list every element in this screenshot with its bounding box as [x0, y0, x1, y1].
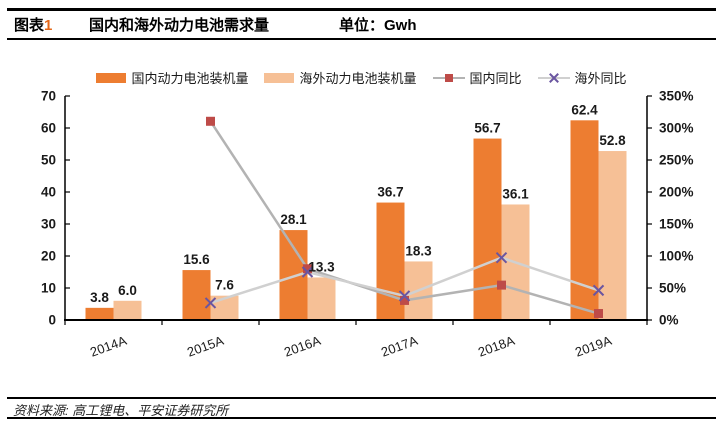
- bar-overseas-2014A: [113, 300, 142, 320]
- y-left-tick-label: 60: [41, 121, 56, 136]
- footer-bottom-rule: [7, 417, 716, 419]
- bar-value-label-domestic-2015A: 15.6: [183, 252, 210, 267]
- legend-swatch-overseas-bar-icon: [264, 72, 295, 83]
- bar-value-label-overseas-2017A: 18.3: [405, 243, 432, 258]
- y-right-tick-label: 100%: [659, 249, 694, 264]
- source-note: 资料来源: 高工锂电、平安证券研究所: [13, 403, 229, 418]
- bar-domestic-2016A: [279, 230, 308, 320]
- bar-domestic-2015A: [182, 270, 211, 320]
- bar-value-label-domestic-2017A: 36.7: [377, 185, 403, 200]
- y-right-tick-label: 350%: [659, 89, 694, 104]
- marker-square-domestic-2018A: [497, 280, 506, 290]
- chart-legend: 国内动力电池装机量 海外动力电池装机量 国内同比 海外同比: [0, 68, 723, 87]
- figure-title: 国内和海外动力电池需求量: [89, 17, 270, 34]
- legend-item-domestic-bars: 国内动力电池装机量: [96, 68, 248, 87]
- legend-x-marker-icon: [548, 72, 559, 83]
- legend-swatch-domestic-bar-icon: [96, 72, 127, 83]
- x-category-label: 2016A: [282, 333, 323, 360]
- y-left-tick-label: 20: [41, 249, 56, 264]
- marker-square-domestic-2017A: [400, 295, 409, 305]
- figure-label: 图表1: [14, 14, 52, 35]
- marker-x-overseas-2017A: [398, 290, 411, 302]
- marker-x-overseas-2016A: [301, 266, 314, 278]
- y-left-tick-label: 0: [48, 313, 56, 328]
- figure-header: 图表1 国内和海外动力电池需求量 单位：Gwh: [0, 14, 723, 36]
- marker-square-domestic-2016A: [303, 264, 312, 274]
- y-right-tick-label: 200%: [659, 185, 694, 200]
- legend-swatch-overseas-line-icon: [537, 72, 570, 84]
- x-category-label: 2018A: [476, 333, 517, 360]
- figure-label-number: 1: [44, 17, 53, 34]
- figure-unit-label: 单位：Gwh: [339, 17, 417, 34]
- x-category-label: 2014A: [88, 333, 129, 360]
- bar-domestic-2014A: [85, 307, 114, 320]
- marker-square-domestic-2019A: [594, 309, 603, 319]
- bar-value-label-overseas-2019A: 52.8: [599, 133, 626, 148]
- y-right-tick-label: 50%: [659, 281, 686, 296]
- bar-value-label-domestic-2014A: 3.8: [90, 290, 109, 305]
- marker-x-overseas-2019A: [592, 284, 605, 297]
- legend-item-overseas-bars: 海外动力电池装机量: [264, 68, 417, 87]
- bar-value-label-domestic-2019A: 62.4: [571, 102, 598, 117]
- legend-label-overseas-bars: 海外动力电池装机量: [299, 71, 417, 86]
- legend-item-domestic-yoy: 国内同比: [432, 68, 522, 87]
- x-category-label: 2017A: [379, 333, 420, 360]
- bar-value-label-overseas-2018A: 36.1: [502, 186, 529, 201]
- x-category-label: 2015A: [185, 333, 226, 360]
- y-left-tick-label: 70: [41, 89, 56, 104]
- bar-value-label-overseas-2014A: 6.0: [118, 283, 137, 298]
- legend-square-marker-icon: [444, 73, 453, 82]
- y-left-tick-label: 40: [41, 185, 56, 200]
- header-top-rule: [7, 8, 716, 11]
- bar-value-label-overseas-2016A: 13.3: [308, 259, 335, 274]
- marker-x-overseas-2018A: [495, 252, 508, 264]
- marker-square-domestic-2015A: [206, 116, 215, 126]
- legend-label-domestic-yoy: 国内同比: [469, 71, 522, 86]
- y-right-tick-label: 250%: [659, 153, 694, 168]
- bar-value-label-domestic-2016A: 28.1: [280, 212, 307, 227]
- y-left-tick-label: 30: [41, 217, 56, 232]
- bar-domestic-2018A: [473, 138, 502, 320]
- marker-x-overseas-2015A: [204, 297, 217, 309]
- x-category-label: 2019A: [573, 333, 614, 360]
- bar-value-label-domestic-2018A: 56.7: [474, 121, 500, 136]
- bar-value-label-overseas-2015A: 7.6: [215, 278, 234, 293]
- y-left-tick-label: 10: [41, 281, 56, 296]
- y-right-tick-label: 0%: [659, 313, 679, 328]
- footer-top-rule: [7, 397, 716, 399]
- y-right-tick-label: 300%: [659, 121, 694, 136]
- legend-label-overseas-yoy: 海外同比: [574, 71, 627, 86]
- y-right-tick-label: 150%: [659, 217, 694, 232]
- y-left-tick-label: 50: [41, 153, 56, 168]
- bar-overseas-2019A: [598, 151, 627, 320]
- figure-label-prefix: 图表: [14, 17, 45, 34]
- legend-label-domestic-bars: 国内动力电池装机量: [131, 71, 249, 86]
- legend-swatch-domestic-line-icon: [432, 72, 465, 84]
- legend-item-overseas-yoy: 海外同比: [537, 68, 627, 87]
- bar-overseas-2016A: [307, 277, 336, 320]
- header-bottom-rule: [7, 38, 716, 40]
